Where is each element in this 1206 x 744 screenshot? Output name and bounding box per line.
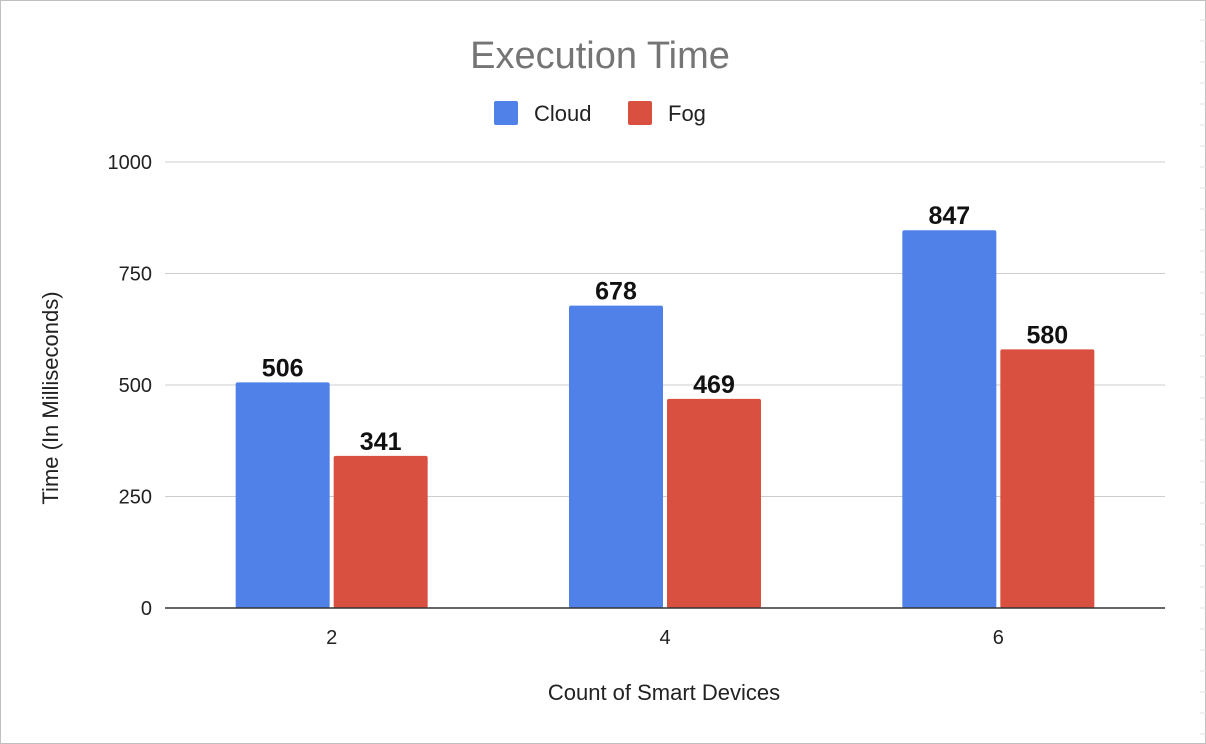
data-label-fog-6: 580 xyxy=(1026,321,1068,349)
data-label-cloud-4: 678 xyxy=(595,278,637,306)
bar-cloud-6 xyxy=(902,230,997,608)
y-axis-label: Time (In Milliseconds) xyxy=(38,291,63,504)
y-tick-label: 1000 xyxy=(108,152,153,174)
chart-title: Execution Time xyxy=(470,35,730,77)
y-tick-label: 500 xyxy=(119,375,152,397)
x-tick-label: 2 xyxy=(326,627,337,649)
data-labels: 506 341 678 469 847 580 xyxy=(262,202,1068,456)
data-label-cloud-2: 506 xyxy=(262,354,304,382)
bar-fog-2 xyxy=(333,455,428,608)
edge-decoration xyxy=(1200,19,1206,735)
y-tick-label: 750 xyxy=(119,264,152,286)
legend-swatch-cloud xyxy=(494,101,518,125)
gridlines xyxy=(165,161,1165,497)
bar-fog-4 xyxy=(667,398,761,608)
legend: Cloud Fog xyxy=(494,101,706,126)
data-label-cloud-6: 847 xyxy=(928,202,970,230)
legend-label-cloud: Cloud xyxy=(534,101,591,126)
bars xyxy=(235,230,1095,608)
x-axis-label: Count of Smart Devices xyxy=(548,680,780,705)
x-tick-label: 4 xyxy=(659,627,670,649)
y-axis-ticks: 0 250 500 750 1000 xyxy=(108,152,153,620)
bar-cloud-4 xyxy=(569,305,663,608)
x-tick-label: 6 xyxy=(993,627,1004,649)
data-label-fog-4: 469 xyxy=(693,371,735,399)
x-axis-ticks: 2 4 6 xyxy=(326,627,1004,649)
bar-cloud-2 xyxy=(235,382,330,608)
data-label-fog-2: 341 xyxy=(360,428,402,456)
bar-fog-6 xyxy=(1000,349,1095,608)
legend-swatch-fog xyxy=(628,101,652,125)
legend-label-fog: Fog xyxy=(668,101,706,126)
y-tick-label: 250 xyxy=(119,487,152,509)
y-tick-label: 0 xyxy=(141,598,152,620)
